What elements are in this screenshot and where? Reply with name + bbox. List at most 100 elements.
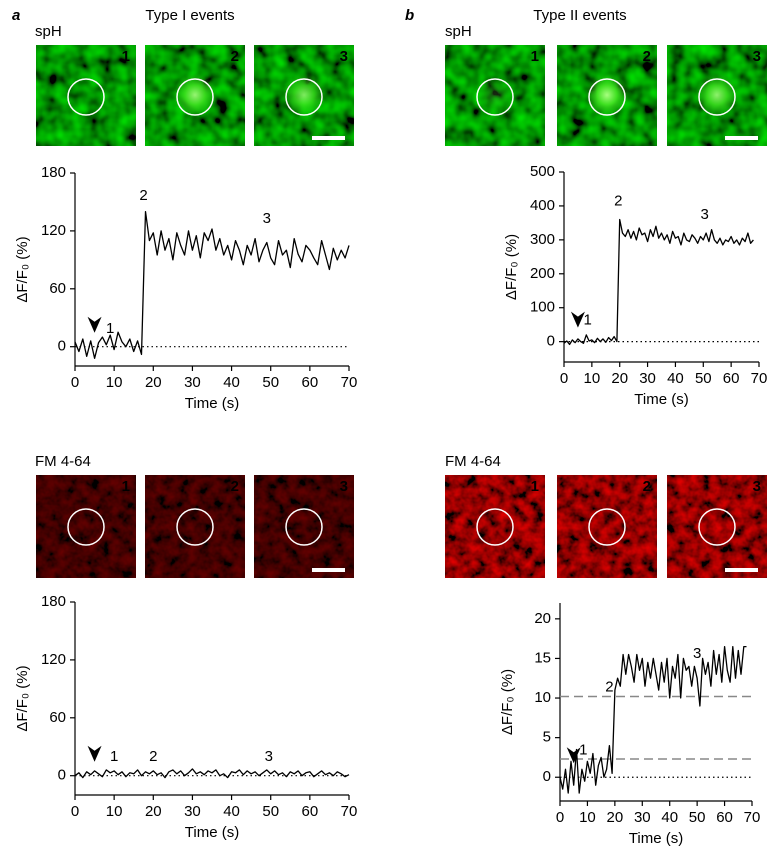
row-label: spH: [35, 23, 62, 40]
y-tick-label: 180: [41, 164, 66, 181]
image-spot: [282, 73, 326, 117]
y-tick-label: 200: [530, 265, 555, 282]
stimulus-arrow: [566, 747, 581, 764]
image-number: 2: [231, 48, 239, 65]
x-tick-label: 50: [689, 809, 706, 826]
y-tick-label: 400: [530, 197, 555, 214]
image-number: 1: [122, 48, 130, 65]
y-tick-label: 20: [534, 610, 551, 627]
x-tick-label: 60: [716, 809, 733, 826]
x-tick-label: 40: [223, 374, 240, 391]
x-tick-label: 0: [560, 370, 568, 387]
row-label: spH: [445, 23, 472, 40]
image-number: 1: [531, 478, 539, 495]
y-axis-label: ΔF/F₀ (%): [499, 669, 516, 735]
x-tick-label: 40: [661, 809, 678, 826]
annotation: 3: [263, 210, 271, 227]
roi-circle: [67, 78, 105, 116]
x-tick-label: 20: [145, 374, 162, 391]
x-tick-label: 20: [145, 803, 162, 820]
image-noise: [36, 475, 136, 578]
annotation: 2: [149, 748, 157, 765]
y-axis-label: ΔF/F₀ (%): [14, 236, 31, 302]
roi-circle: [698, 508, 736, 546]
x-tick-label: 10: [106, 803, 123, 820]
panel-title: Type I events: [145, 7, 234, 24]
annotation: 3: [693, 645, 701, 662]
image-number: 3: [753, 48, 761, 65]
image-number: 1: [531, 48, 539, 65]
y-axis-label: ΔF/F₀ (%): [503, 234, 520, 300]
roi-circle: [285, 78, 323, 116]
roi-circle: [285, 508, 323, 546]
y-tick-label: 60: [49, 709, 66, 726]
panel-title: Type II events: [533, 7, 626, 24]
y-tick-label: 0: [543, 768, 551, 785]
x-tick-label: 40: [667, 370, 684, 387]
x-tick-label: 0: [71, 374, 79, 391]
image-noise: [145, 475, 245, 578]
image-noise: [667, 475, 767, 578]
image-noise: [557, 475, 657, 578]
x-tick-label: 60: [302, 803, 319, 820]
x-tick-label: 60: [302, 374, 319, 391]
image-number: 2: [231, 478, 239, 495]
x-tick-label: 0: [556, 809, 564, 826]
x-tick-label: 10: [579, 809, 596, 826]
y-tick-label: 120: [41, 651, 66, 668]
x-tick-label: 20: [607, 809, 624, 826]
x-tick-label: 70: [341, 374, 358, 391]
y-tick-label: 300: [530, 231, 555, 248]
x-tick-label: 70: [744, 809, 761, 826]
image-number: 1: [122, 478, 130, 495]
panel-label: a: [12, 7, 20, 24]
y-tick-label: 5: [543, 729, 551, 746]
x-tick-label: 30: [639, 370, 656, 387]
x-tick-label: 0: [71, 803, 79, 820]
x-tick-label: 50: [262, 803, 279, 820]
x-tick-label: 10: [106, 374, 123, 391]
x-tick-label: 60: [723, 370, 740, 387]
annotation: 3: [701, 206, 709, 223]
roi-circle: [476, 508, 514, 546]
y-tick-label: 0: [58, 338, 66, 355]
y-tick-label: 60: [49, 280, 66, 297]
annotation: 2: [614, 193, 622, 210]
image-number: 3: [340, 478, 348, 495]
roi-circle: [588, 508, 626, 546]
roi-circle: [698, 78, 736, 116]
annotation: 1: [110, 748, 118, 765]
annotation: 3: [265, 748, 273, 765]
image-number: 3: [753, 478, 761, 495]
x-tick-label: 30: [184, 803, 201, 820]
x-tick-label: 10: [584, 370, 601, 387]
image-number: 2: [643, 478, 651, 495]
image-number: 3: [340, 48, 348, 65]
x-tick-label: 50: [262, 374, 279, 391]
image-spot: [473, 73, 517, 117]
x-tick-label: 30: [634, 809, 651, 826]
x-tick-label: 40: [223, 803, 240, 820]
stimulus-arrow: [87, 316, 102, 333]
image-noise: [254, 475, 354, 578]
panel-label: b: [405, 7, 414, 24]
roi-circle: [67, 508, 105, 546]
roi-circle: [588, 78, 626, 116]
annotation: 1: [584, 311, 592, 328]
row-label: FM 4-64: [445, 453, 501, 470]
annotation: 2: [605, 678, 613, 695]
x-tick-label: 30: [184, 374, 201, 391]
x-tick-label: 70: [751, 370, 768, 387]
image-spot: [173, 73, 217, 117]
annotation: 2: [139, 187, 147, 204]
y-tick-label: 500: [530, 163, 555, 180]
x-axis-label: Time (s): [629, 830, 683, 847]
roi-circle: [476, 78, 514, 116]
x-tick-label: 50: [695, 370, 712, 387]
y-tick-label: 180: [41, 593, 66, 610]
y-tick-label: 100: [530, 299, 555, 316]
roi-circle: [176, 78, 214, 116]
y-tick-label: 15: [534, 649, 551, 666]
image-spot: [585, 73, 629, 117]
y-axis-label: ΔF/F₀ (%): [14, 665, 31, 731]
